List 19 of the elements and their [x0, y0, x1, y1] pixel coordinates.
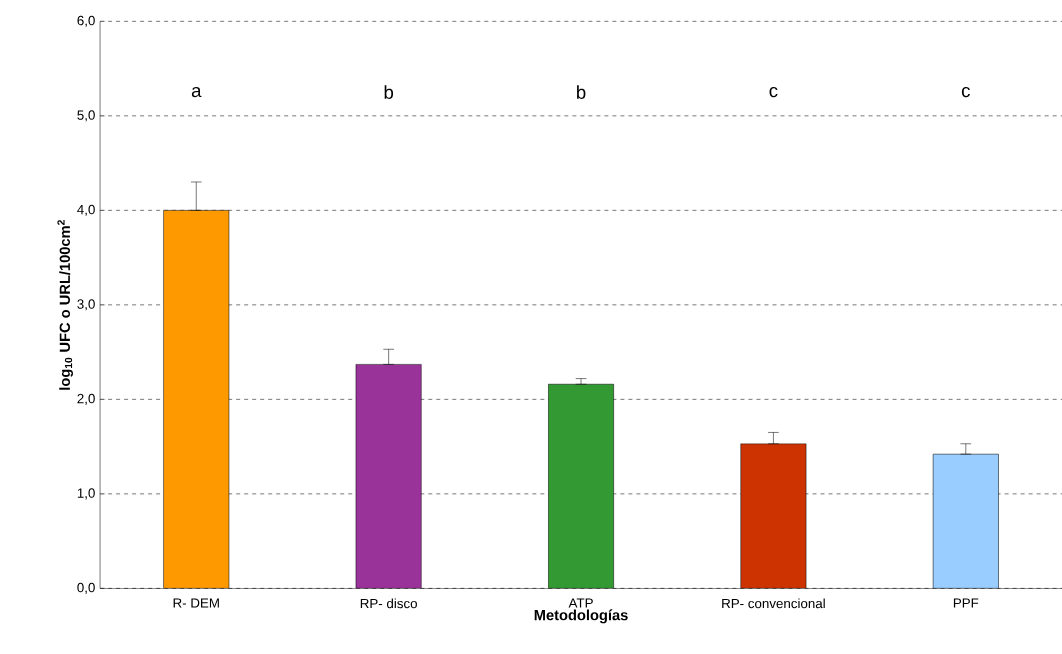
- x-tick-label: RP- convencional: [722, 598, 825, 609]
- y-tick-label: 2,0: [77, 393, 95, 405]
- annotation: a: [191, 87, 202, 98]
- x-tick-label: PPF: [953, 598, 979, 608]
- annotation: c: [769, 87, 778, 98]
- y-tick-label: 6,0: [77, 15, 95, 27]
- y-tick-label: 5,0: [77, 110, 95, 122]
- x-tick-label: R- DEM: [173, 598, 219, 608]
- annotation: c: [961, 87, 970, 98]
- y-axis-title: log$_{10}$ UFC o URL/100cm$^{2}$: [57, 220, 73, 390]
- x-tick-label: ATP: [568, 598, 593, 608]
- y-tick-label: 0,0: [77, 582, 95, 595]
- y-tick-label: 1,0: [77, 488, 95, 500]
- x-axis-title: Metodologías: [534, 609, 628, 624]
- y-tick-label: 4,0: [77, 204, 95, 216]
- annotation: b: [384, 85, 394, 100]
- x-tick-label: RP- disco: [360, 598, 417, 609]
- annotation: b: [577, 85, 586, 100]
- y-tick-label: 3,0: [77, 299, 95, 311]
